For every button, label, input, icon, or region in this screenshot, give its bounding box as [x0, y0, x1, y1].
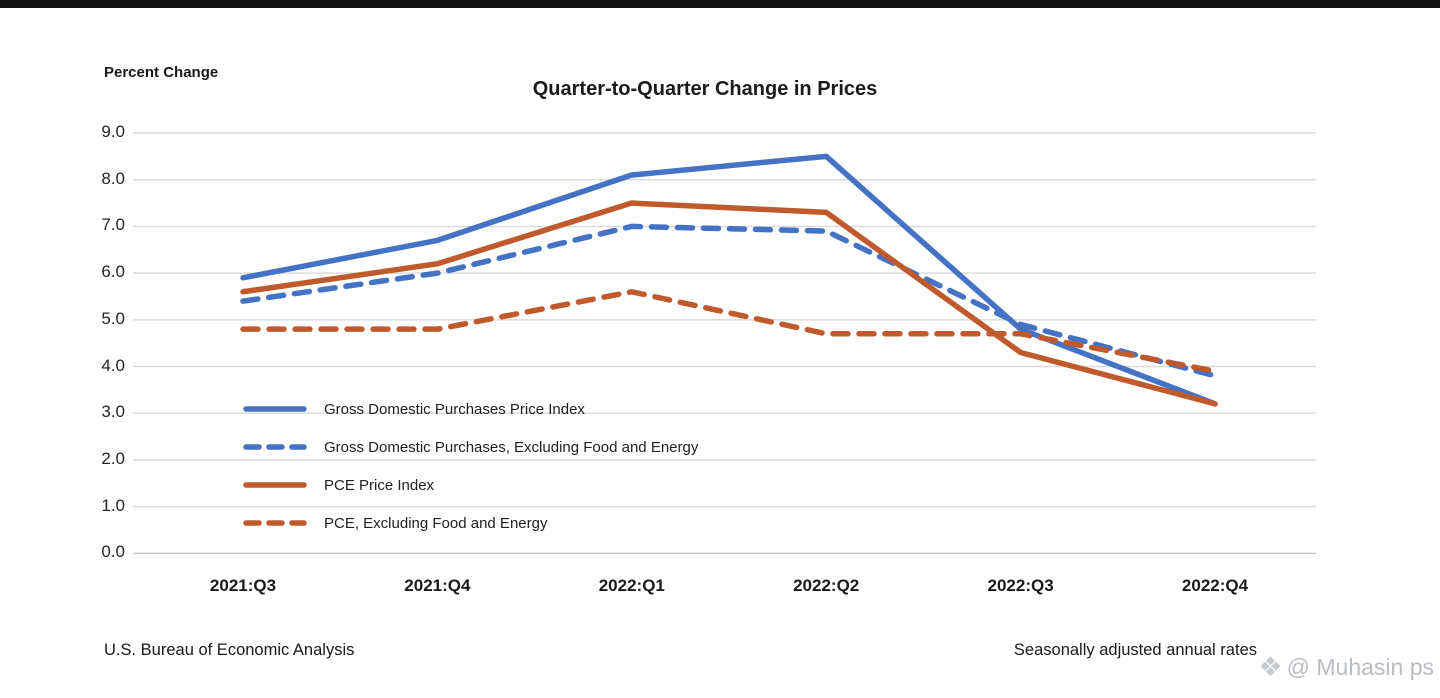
top-black-bar — [0, 0, 1440, 8]
y-axis-title: Percent Change — [104, 64, 219, 81]
y-tick-label: 6.0 — [101, 262, 125, 282]
legend-label: PCE Price Index — [324, 476, 435, 494]
legend-item: Gross Domestic Purchases Price Index — [243, 390, 698, 428]
chart-legend: Gross Domestic Purchases Price Index Gros… — [243, 390, 698, 542]
legend-item: PCE Price Index — [243, 466, 698, 504]
legend-item: PCE, Excluding Food and Energy — [243, 504, 698, 542]
y-tick-label: 1.0 — [101, 495, 125, 515]
legend-label: PCE, Excluding Food and Energy — [324, 514, 548, 532]
chart-title: Quarter-to-Quarter Change in Prices — [532, 78, 878, 100]
y-tick-label: 8.0 — [101, 168, 125, 188]
y-tick-label: 3.0 — [101, 402, 125, 422]
legend-item: Gross Domestic Purchases, Excluding Food… — [243, 428, 698, 466]
x-tick-label: 2021:Q3 — [209, 576, 277, 595]
source-note: U.S. Bureau of Economic Analysis — [104, 641, 355, 659]
legend-label: Gross Domestic Purchases Price Index — [324, 400, 585, 418]
x-tick-label: 2022:Q3 — [987, 576, 1054, 595]
series-line-3 — [240, 289, 1218, 374]
x-tick-label: 2022:Q1 — [598, 576, 665, 595]
y-tick-label: 2.0 — [101, 448, 125, 468]
series-line-2 — [240, 200, 1218, 407]
solid-line-swatch-icon — [243, 482, 307, 488]
adjustment-note: Seasonally adjusted annual rates — [1013, 641, 1257, 659]
solid-line-swatch-icon — [243, 406, 307, 412]
series-line-1 — [240, 223, 1218, 379]
watermark-text: @ Muhasin ps — [1286, 654, 1434, 680]
watermark: ❖ @ Muhasin ps — [1258, 654, 1434, 681]
y-tick-label: 4.0 — [101, 355, 125, 375]
dashed-line-swatch-icon — [243, 444, 307, 450]
x-tick-label: 2021:Q4 — [404, 576, 471, 595]
x-tick-label: 2022:Q2 — [793, 576, 860, 595]
x-tick-label: 2022:Q4 — [1181, 576, 1249, 595]
y-tick-label: 5.0 — [101, 308, 125, 328]
y-tick-label: 7.0 — [101, 215, 125, 235]
y-tick-label: 0.0 — [101, 542, 125, 562]
legend-label: Gross Domestic Purchases, Excluding Food… — [324, 438, 699, 456]
diamond-cluster-icon: ❖ — [1258, 652, 1283, 682]
y-tick-label: 9.0 — [101, 122, 125, 141]
dashed-line-swatch-icon — [243, 520, 307, 526]
